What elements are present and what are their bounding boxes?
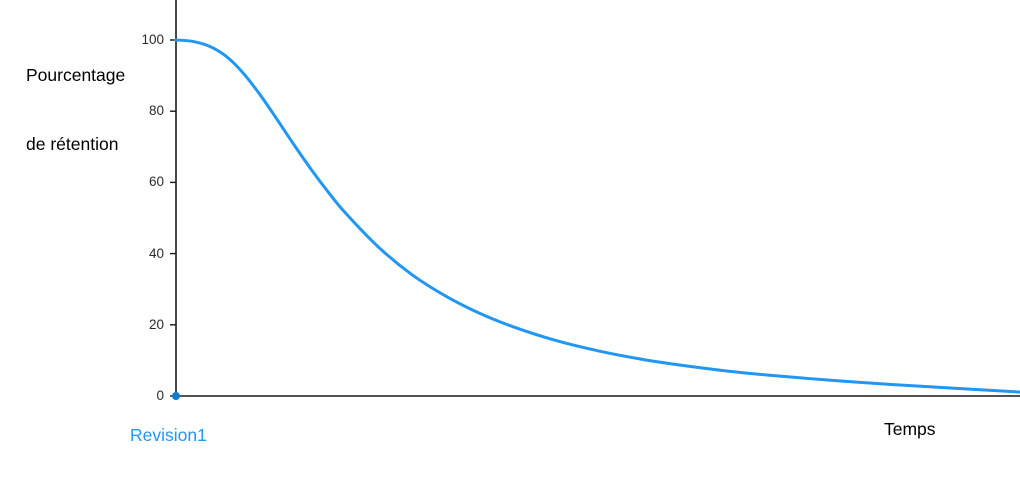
y-axis-tick-label: 40 [148, 245, 164, 261]
revision-annotation-label: Revision1 [130, 425, 207, 445]
retention-curve-line [174, 38, 1020, 394]
y-axis-title: Pourcentage de rétention [26, 18, 144, 203]
curve-point-markers [172, 392, 180, 400]
y-axis-tick-label: 60 [148, 174, 164, 190]
origin-point-marker [172, 392, 180, 400]
y-axis-ticks [170, 39, 176, 397]
y-axis-tick-label: 100 [141, 32, 164, 47]
y-axis-tick-label: 20 [148, 316, 164, 332]
y-axis-tick-label: 80 [148, 103, 164, 119]
y-axis-title-line-1: Pourcentage [26, 65, 126, 86]
y-axis-tick-label: 0 [156, 388, 164, 403]
x-axis-title: Temps [884, 419, 936, 439]
y-axis-title-line-2: de rétention [26, 134, 119, 155]
